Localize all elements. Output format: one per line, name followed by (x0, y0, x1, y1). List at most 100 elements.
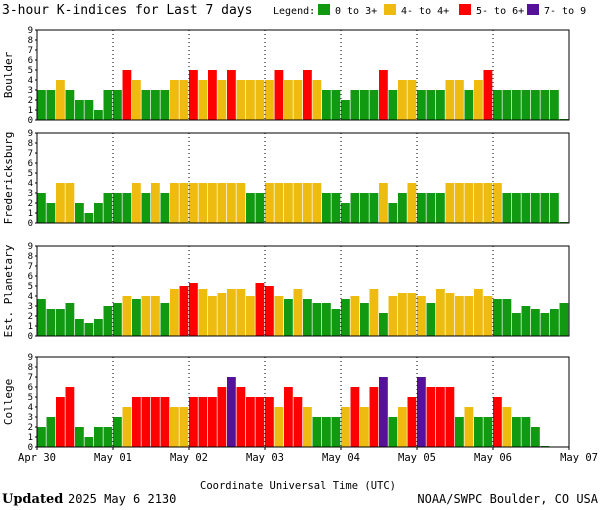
bar (151, 183, 160, 223)
bar (208, 296, 217, 336)
bar (512, 417, 521, 447)
bar (189, 183, 198, 223)
y-tick-label: 2 (28, 423, 33, 433)
y-tick-label: 8 (28, 363, 33, 373)
x-tick-label: May 06 (474, 452, 512, 464)
legend-item-label: 5- to 6+ (476, 6, 524, 17)
bar (255, 283, 265, 336)
panel-label: Boulder (2, 51, 15, 98)
bar (312, 417, 322, 447)
y-tick-label: 4 (28, 179, 33, 189)
bar (331, 417, 341, 447)
bar (493, 183, 502, 223)
bar (445, 387, 455, 447)
bar (189, 283, 198, 336)
bar (217, 293, 227, 336)
bar (407, 397, 417, 447)
bar (331, 193, 341, 223)
y-tick-label: 4 (28, 292, 33, 302)
legend-swatch (318, 4, 330, 15)
bar (426, 193, 436, 223)
bar (189, 397, 198, 447)
bar (493, 299, 502, 336)
bar (227, 183, 236, 223)
y-tick-label: 9 (28, 242, 33, 252)
bar (65, 90, 75, 120)
bar (540, 313, 550, 336)
bar (293, 397, 303, 447)
bar (303, 407, 312, 447)
bar (388, 203, 398, 223)
bar (122, 407, 132, 447)
bar (227, 70, 236, 120)
bar (493, 90, 502, 120)
bar (246, 193, 255, 223)
x-tick-label: May 05 (398, 452, 436, 464)
bar (103, 427, 113, 447)
bar (236, 387, 246, 447)
updated-label: Updated (2, 492, 63, 507)
bar (56, 397, 65, 447)
bar (483, 183, 493, 223)
bar (521, 306, 531, 336)
bar (208, 183, 217, 223)
y-tick-label: 9 (28, 129, 33, 139)
bar (217, 80, 227, 120)
x-tick-label: May 03 (246, 452, 284, 464)
bar (360, 407, 369, 447)
bar (94, 110, 103, 120)
bar (246, 296, 255, 336)
bar (198, 183, 208, 223)
bar (350, 193, 360, 223)
bar (122, 70, 132, 120)
bar (312, 80, 322, 120)
x-tick-label: May 04 (322, 452, 360, 464)
y-tick-label: 1 (28, 433, 33, 443)
bar (322, 90, 331, 120)
bar (113, 90, 122, 120)
bar (94, 427, 103, 447)
panels: 0123456789Boulder0123456789Fredericksbur… (2, 26, 570, 453)
bar (293, 183, 303, 223)
bar (103, 90, 113, 120)
bar (284, 299, 293, 336)
bar (46, 417, 56, 447)
bar (84, 100, 94, 120)
bar (179, 407, 189, 447)
bar (217, 183, 227, 223)
bar (236, 289, 246, 336)
y-tick-label: 5 (28, 393, 33, 403)
legend-title: Legend: (273, 6, 315, 17)
bar (369, 289, 379, 336)
bar (56, 183, 65, 223)
bar (445, 183, 455, 223)
bar (132, 80, 141, 120)
y-tick-label: 6 (28, 159, 33, 169)
bar (512, 193, 521, 223)
bar (170, 407, 179, 447)
bar (179, 80, 189, 120)
bar (398, 80, 407, 120)
bar (312, 183, 322, 223)
bar (455, 296, 464, 336)
bar (75, 203, 84, 223)
bar (179, 286, 189, 336)
legend-item-label: 4- to 4+ (401, 6, 449, 17)
bar (56, 80, 65, 120)
bar (46, 90, 56, 120)
bar (360, 90, 369, 120)
bar (103, 306, 113, 336)
bar (531, 427, 540, 447)
bar (360, 303, 369, 336)
bar (122, 296, 132, 336)
bar (464, 183, 474, 223)
y-tick-label: 5 (28, 169, 33, 179)
y-tick-label: 6 (28, 383, 33, 393)
bar (407, 80, 417, 120)
bar (160, 193, 170, 223)
bar (531, 90, 540, 120)
bar (341, 100, 350, 120)
bar (322, 303, 331, 336)
bar (436, 193, 445, 223)
legend-item-label: 7- to 9 (544, 6, 586, 17)
